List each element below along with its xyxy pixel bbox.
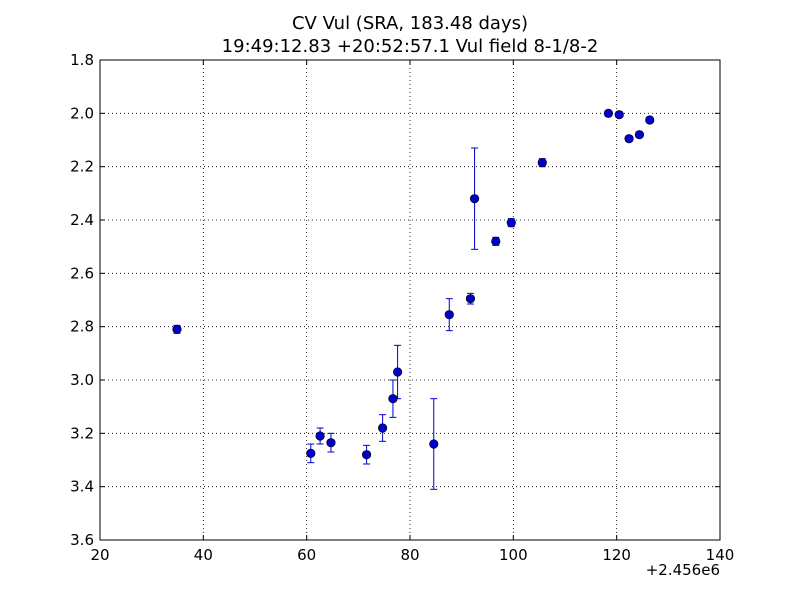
data-point	[614, 110, 624, 120]
data-point	[491, 236, 501, 246]
data-point	[388, 379, 398, 418]
data-point	[624, 134, 634, 144]
point-marker	[465, 294, 476, 304]
plot-frame	[99, 59, 721, 541]
y-axis: 1.8 2.0 2.2 2.4 2.6 2.8 3.0 3.2 3.4 3.6	[70, 51, 720, 549]
point-marker	[172, 324, 182, 334]
point-marker	[506, 218, 516, 228]
chart-title-line2: 19:49:12.83 +20:52:57.1 Vul field 8-1/8-…	[222, 36, 599, 57]
chart-title-line1: CV Vul (SRA, 183.48 days)	[292, 13, 528, 34]
x-tick-label: 140	[706, 546, 735, 564]
y-tick-label: 2.8	[70, 318, 94, 336]
data-point	[537, 158, 547, 168]
point-marker	[393, 367, 403, 377]
data-point	[362, 444, 372, 465]
point-marker	[306, 448, 316, 458]
point-marker	[645, 115, 655, 125]
x-tick-label: 100	[499, 546, 528, 564]
data-point	[603, 108, 614, 118]
point-marker	[378, 423, 388, 433]
data-point	[393, 344, 403, 400]
point-marker	[537, 158, 547, 168]
y-tick-label: 3.0	[70, 371, 94, 389]
data-point	[634, 130, 645, 140]
point-marker	[491, 236, 501, 246]
y-tick-label: 2.2	[70, 158, 94, 176]
data-point	[444, 298, 454, 332]
data-point	[306, 443, 316, 464]
point-marker	[444, 310, 454, 320]
grid	[100, 60, 720, 540]
data-point	[172, 324, 182, 334]
point-marker	[362, 450, 372, 460]
data-point	[506, 218, 516, 228]
x-offset-label: +2.456e6	[646, 561, 720, 579]
point-marker	[469, 194, 480, 204]
point-marker	[326, 438, 336, 448]
x-tick-label: 20	[90, 546, 109, 564]
y-tick-label: 2.4	[70, 211, 94, 229]
data-point	[326, 432, 336, 453]
point-marker	[429, 439, 439, 449]
data-series	[172, 108, 655, 490]
y-tick-label: 2.6	[70, 264, 94, 282]
point-marker	[603, 108, 614, 118]
data-point	[469, 147, 480, 250]
point-marker	[624, 134, 634, 144]
x-tick-label: 80	[400, 546, 419, 564]
y-tick-label: 1.8	[70, 51, 94, 69]
y-tick-label: 3.4	[70, 478, 94, 496]
data-point	[378, 414, 388, 442]
x-tick-label: 120	[602, 546, 631, 564]
point-marker	[614, 110, 624, 120]
point-marker	[634, 130, 645, 140]
data-point	[429, 398, 439, 490]
x-tick-label: 60	[297, 546, 316, 564]
y-tick-label: 2.0	[70, 104, 94, 122]
data-point	[645, 115, 655, 125]
point-marker	[315, 431, 325, 441]
x-axis: 20 40 60 80 100 120 140	[90, 60, 734, 564]
data-point	[465, 292, 476, 305]
data-point	[315, 427, 325, 445]
y-tick-label: 3.6	[70, 531, 94, 549]
y-tick-label: 3.2	[70, 424, 94, 442]
x-tick-label: 40	[194, 546, 213, 564]
